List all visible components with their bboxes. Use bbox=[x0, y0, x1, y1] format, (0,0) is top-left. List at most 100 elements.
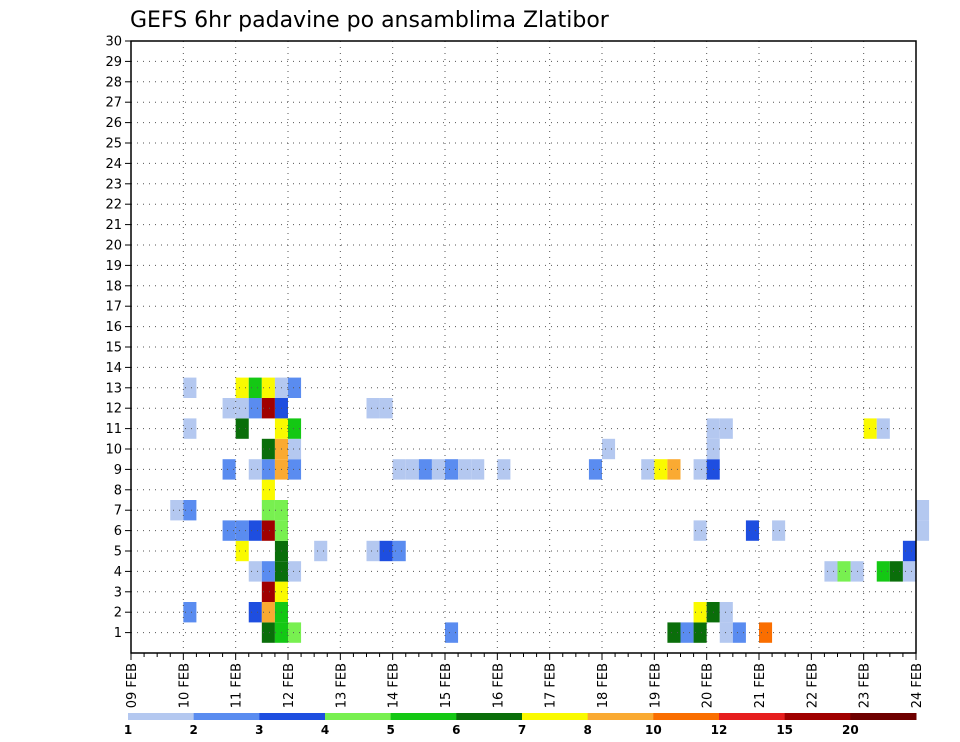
heatmap-cell bbox=[824, 561, 838, 582]
colorbar-swatch bbox=[587, 713, 654, 720]
heatmap-cell bbox=[261, 581, 275, 602]
heatmap-cell bbox=[261, 398, 275, 419]
heatmap-cell bbox=[745, 520, 759, 541]
y-tick-label: 18 bbox=[105, 279, 122, 294]
heatmap-cell bbox=[445, 622, 459, 643]
x-tick-label: 19 FEB bbox=[648, 663, 663, 708]
heatmap-cell bbox=[366, 398, 380, 419]
x-tick-label: 13 FEB bbox=[334, 663, 349, 708]
y-tick-label: 30 bbox=[105, 35, 122, 50]
x-tick-label: 20 FEB bbox=[701, 663, 716, 708]
heatmap-cell bbox=[261, 602, 275, 623]
heatmap-cell bbox=[183, 500, 197, 521]
colorbar-label: 5 bbox=[386, 723, 394, 737]
colorbar-swatch bbox=[653, 713, 720, 720]
y-tick-label: 3 bbox=[114, 585, 122, 600]
colorbar-swatch bbox=[784, 713, 851, 720]
heatmap-cell bbox=[248, 561, 262, 582]
colorbar-swatch bbox=[719, 713, 786, 720]
axes: 1234567891011121314151617181920212223242… bbox=[105, 35, 925, 709]
heatmap-cell bbox=[222, 398, 236, 419]
heatmap-cells bbox=[170, 377, 930, 643]
heatmap-cell bbox=[889, 561, 903, 582]
y-tick-label: 21 bbox=[105, 218, 122, 233]
y-tick-label: 17 bbox=[105, 300, 122, 315]
y-tick-label: 8 bbox=[114, 483, 122, 498]
colorbar-swatch bbox=[522, 713, 589, 720]
heatmap-cell bbox=[288, 459, 302, 480]
heatmap-cell bbox=[288, 622, 302, 643]
heatmap-cell bbox=[732, 622, 746, 643]
y-tick-label: 27 bbox=[105, 96, 122, 111]
heatmap-cell bbox=[667, 459, 681, 480]
heatmap-cell bbox=[602, 438, 616, 460]
y-tick-label: 28 bbox=[105, 75, 122, 90]
colorbar-label: 15 bbox=[776, 723, 793, 737]
colorbar-swatch bbox=[325, 713, 392, 720]
y-tick-label: 16 bbox=[105, 320, 122, 335]
y-tick-label: 5 bbox=[114, 545, 122, 560]
y-tick-label: 4 bbox=[114, 565, 122, 580]
y-tick-label: 7 bbox=[114, 504, 122, 519]
heatmap-cell bbox=[235, 398, 249, 419]
heatmap-cell bbox=[183, 418, 197, 439]
heatmap-cell bbox=[261, 561, 275, 582]
heatmap-cell bbox=[458, 459, 472, 480]
y-tick-label: 9 bbox=[114, 463, 122, 478]
y-tick-label: 25 bbox=[105, 137, 122, 152]
heatmap-cell bbox=[183, 602, 197, 623]
heatmap-cell bbox=[222, 520, 236, 541]
heatmap-cell bbox=[902, 561, 916, 582]
y-tick-label: 26 bbox=[105, 116, 122, 131]
heatmap-cell bbox=[379, 398, 393, 419]
heatmap-cell bbox=[261, 438, 275, 460]
heatmap-cell bbox=[916, 500, 930, 521]
heatmap-cell bbox=[876, 561, 890, 582]
colorbar-label: 8 bbox=[583, 723, 591, 737]
colorbar-label: 20 bbox=[842, 723, 859, 737]
y-tick-label: 1 bbox=[114, 626, 122, 641]
x-tick-label: 22 FEB bbox=[805, 663, 820, 708]
x-tick-label: 23 FEB bbox=[858, 663, 873, 708]
y-tick-label: 13 bbox=[105, 381, 122, 396]
x-tick-label: 24 FEB bbox=[910, 663, 925, 708]
heatmap-cell bbox=[654, 459, 668, 480]
heatmap-cell bbox=[261, 377, 275, 398]
colorbar-label: 7 bbox=[518, 723, 526, 737]
x-tick-label: 18 FEB bbox=[596, 663, 611, 708]
heatmap-cell bbox=[772, 520, 786, 541]
heatmap-cell bbox=[248, 398, 262, 419]
colorbar-swatch bbox=[850, 713, 917, 720]
heatmap-cell bbox=[366, 540, 380, 562]
heatmap-cell bbox=[235, 540, 249, 562]
heatmap-cell bbox=[261, 459, 275, 480]
heatmap-cell bbox=[248, 602, 262, 623]
heatmap-cell bbox=[222, 459, 236, 480]
heatmap-cell bbox=[588, 459, 602, 480]
x-tick-label: 15 FEB bbox=[439, 663, 454, 708]
colorbar-label: 2 bbox=[189, 723, 197, 737]
heatmap-cell bbox=[170, 500, 184, 521]
heatmap-cell bbox=[261, 479, 275, 500]
x-tick-label: 11 FEB bbox=[230, 663, 245, 708]
heatmap-cell bbox=[261, 500, 275, 521]
y-tick-label: 22 bbox=[105, 198, 122, 213]
colorbar-swatch bbox=[128, 713, 195, 720]
colorbar-swatch bbox=[259, 713, 326, 720]
heatmap-cell bbox=[719, 418, 733, 439]
heatmap-cell bbox=[405, 459, 419, 480]
y-tick-label: 12 bbox=[105, 402, 122, 417]
heatmap-cell bbox=[248, 459, 262, 480]
heatmap-cell bbox=[183, 377, 197, 398]
colorbar-label: 1 bbox=[124, 723, 132, 737]
heatmap-cell bbox=[916, 520, 930, 541]
heatmap-cell bbox=[235, 377, 249, 398]
heatmap-cell bbox=[759, 622, 773, 643]
heatmap-cell bbox=[445, 459, 459, 480]
heatmap-cell bbox=[719, 602, 733, 623]
x-tick-label: 14 FEB bbox=[387, 663, 402, 708]
heatmap-cell bbox=[876, 418, 890, 439]
grid-lines bbox=[131, 40, 916, 653]
x-tick-label: 12 FEB bbox=[282, 663, 297, 708]
chart-title: GEFS 6hr padavine po ansamblima Zlatibor bbox=[130, 8, 610, 33]
